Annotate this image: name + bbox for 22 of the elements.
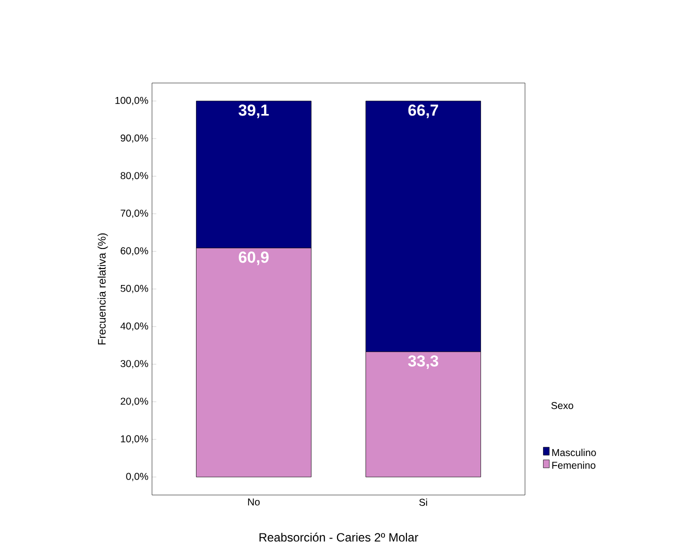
y-tick-label: 60,0%: [120, 247, 148, 256]
legend-title: Sexo: [551, 402, 574, 410]
x-tick-label: No: [248, 498, 260, 506]
data-label: 33,3: [408, 355, 438, 369]
legend-label: Masculino: [552, 448, 596, 456]
y-tick-label: 30,0%: [120, 360, 148, 368]
legend-label: Femenino: [552, 462, 596, 469]
y-tick-label: 70,0%: [120, 210, 148, 218]
data-label: 39,1: [238, 104, 269, 118]
y-tick-label: 40,0%: [120, 322, 148, 331]
x-axis-title: Reabsorción - Caries 2º Molar: [260, 532, 418, 542]
y-tick-label: 100,0%: [115, 96, 148, 106]
y-tick-label: 0,0%: [126, 472, 148, 482]
y-tick-label: 80,0%: [120, 172, 148, 180]
y-tick-label: 10,0%: [120, 435, 148, 444]
data-label: 60,9: [238, 252, 269, 266]
data-label: 66,7: [408, 104, 438, 118]
x-tick-label: Si: [419, 498, 428, 506]
y-tick-label: 50,0%: [120, 284, 148, 294]
y-tick-label: 90,0%: [120, 134, 148, 143]
y-axis-title: Frecuencia relativa (%): [98, 233, 108, 344]
y-tick-label: 20,0%: [120, 398, 148, 406]
